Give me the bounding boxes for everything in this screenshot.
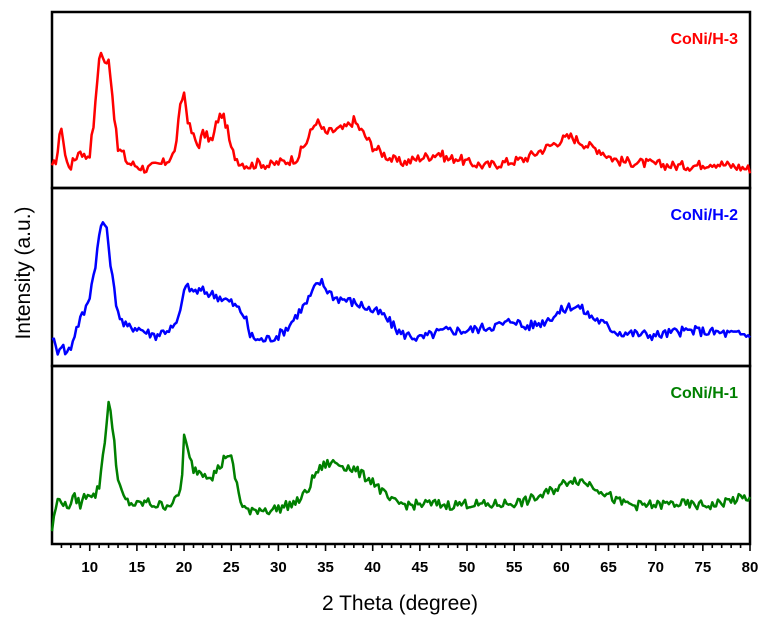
x-tick-label: 20 (176, 559, 193, 576)
x-tick-label: 75 (694, 559, 711, 576)
x-tick-label: 50 (459, 559, 476, 576)
series-line-3 (50, 400, 752, 532)
x-tick-label: 80 (742, 559, 759, 576)
series-labels: CoNi/H-3 CoNi/H-2 CoNi/H-1 (670, 31, 738, 402)
series-layer (50, 51, 752, 532)
panels-layer (50, 10, 752, 546)
x-tick-label: 10 (81, 559, 98, 576)
series-label-3: CoNi/H-1 (670, 385, 738, 402)
x-axis-ticks: 10 15 20 25 30 35 40 45 50 55 60 65 70 75 80 (60, 544, 759, 576)
x-tick-label: 30 (270, 559, 287, 576)
series-line-1 (50, 51, 752, 174)
x-tick-label: 55 (506, 559, 523, 576)
x-tick-label: 40 (364, 559, 381, 576)
series-line-2 (51, 221, 751, 356)
x-tick-label: 70 (647, 559, 664, 576)
panel-frame-3 (50, 364, 752, 546)
x-tick-label: 65 (600, 559, 617, 576)
x-tick-label: 25 (223, 559, 240, 576)
x-axis-title: 2 Theta (degree) (322, 592, 478, 615)
x-tick-label: 35 (317, 559, 334, 576)
series-label-2: CoNi/H-2 (670, 207, 738, 224)
x-tick-label: 15 (129, 559, 146, 576)
x-tick-label: 60 (553, 559, 570, 576)
y-axis-title: Intensity (a.u.) (12, 206, 35, 339)
x-tick-label: 45 (412, 559, 429, 576)
series-label-1: CoNi/H-3 (670, 31, 738, 48)
